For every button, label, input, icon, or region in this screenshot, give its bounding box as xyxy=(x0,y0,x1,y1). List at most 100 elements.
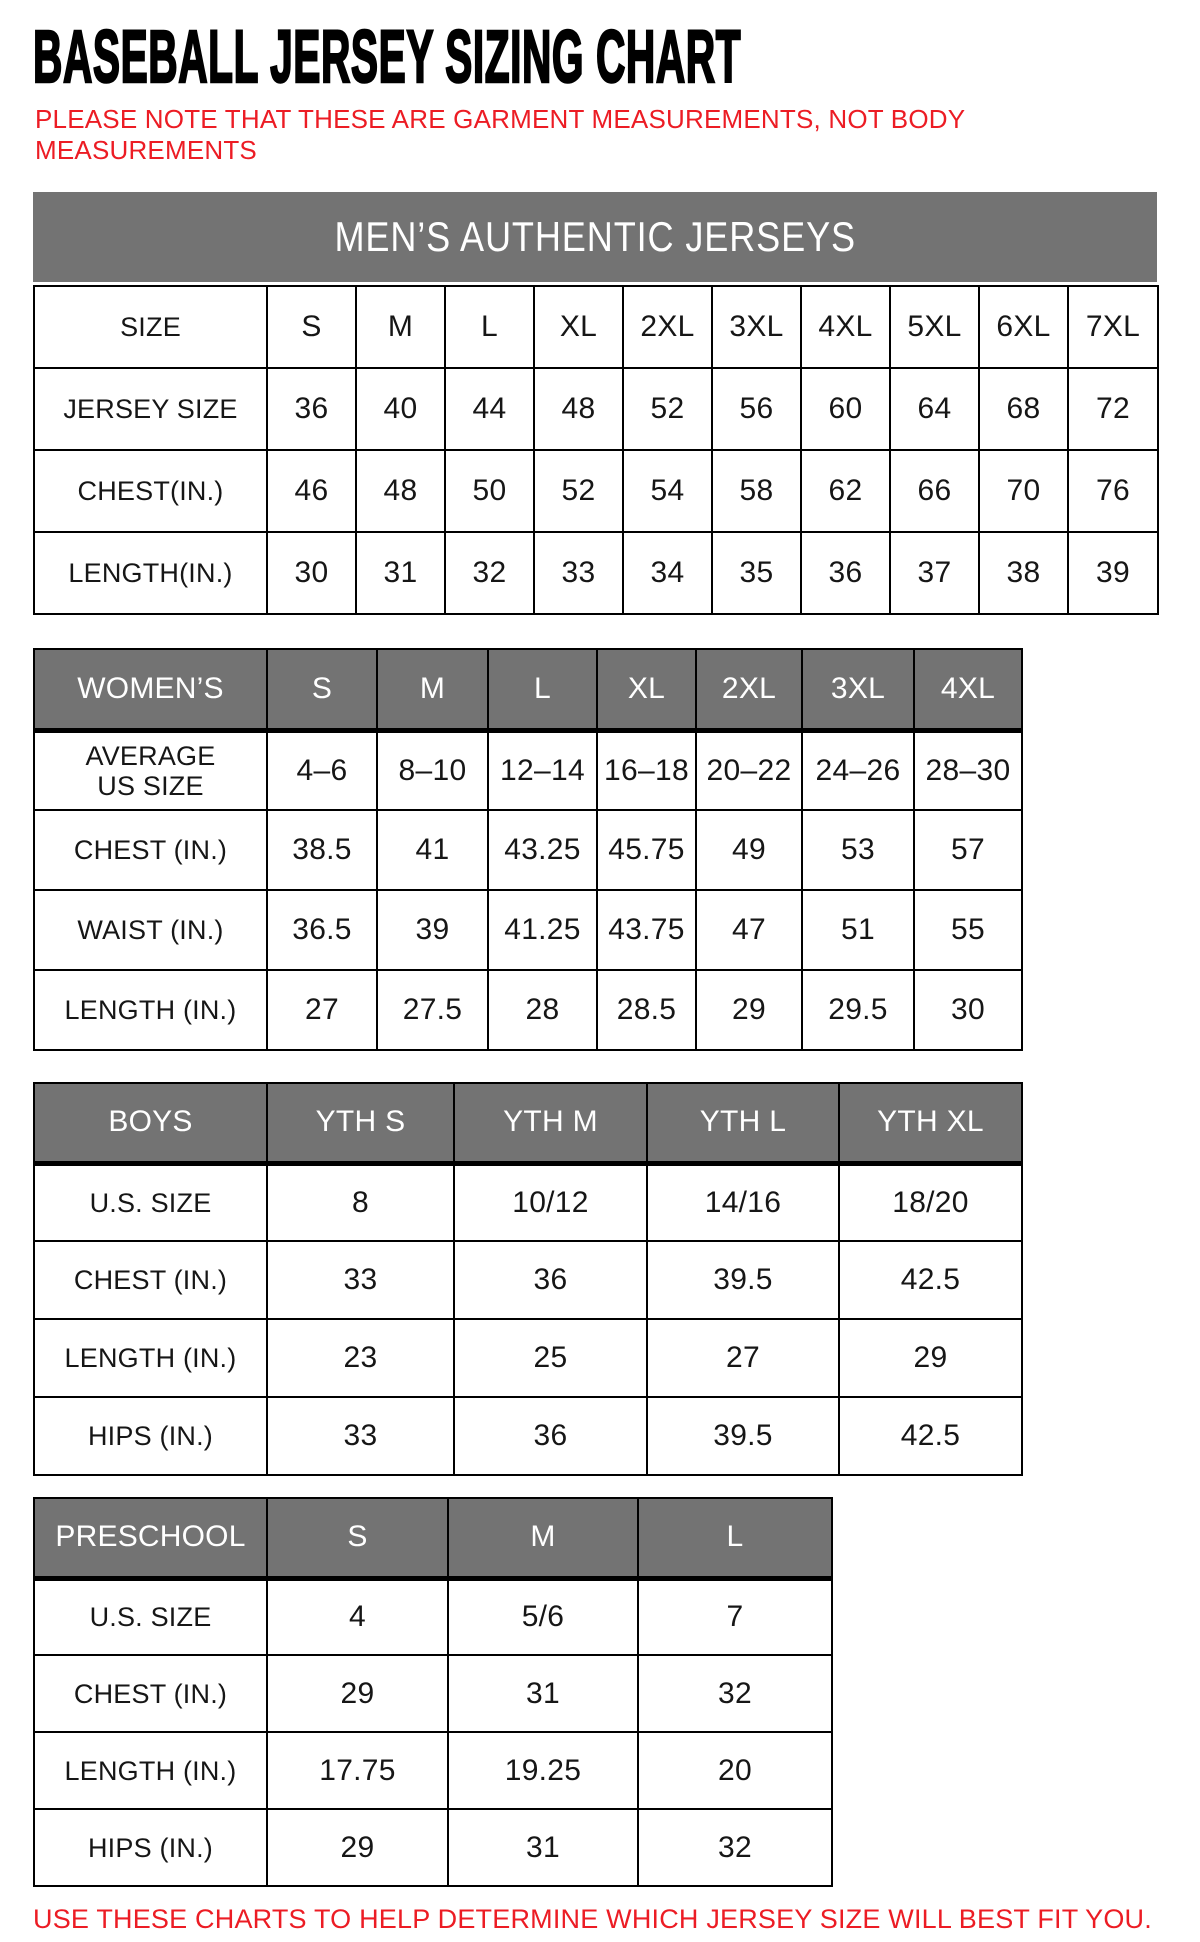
header-label-cell: BOYS xyxy=(33,1082,268,1166)
data-cell: 32 xyxy=(444,531,535,615)
row-label-cell: WAIST (IN.) xyxy=(33,889,268,971)
data-row: LENGTH (IN.) 23 25 27 29 xyxy=(33,1318,1023,1398)
data-cell: 31 xyxy=(355,531,446,615)
header-row: PRESCHOOL S M L xyxy=(33,1497,833,1581)
data-cell: 8 xyxy=(266,1162,455,1242)
footer-note: USE THESE CHARTS TO HELP DETERMINE WHICH… xyxy=(33,1904,1152,1934)
data-row: LENGTH (IN.) 17.75 19.25 20 xyxy=(33,1731,833,1810)
data-cell: 31 xyxy=(447,1808,639,1887)
header-cell: 4XL xyxy=(913,648,1023,733)
garment-note-line2: MEASUREMENTS xyxy=(35,135,257,165)
data-cell: 29.5 xyxy=(801,969,915,1051)
boys-sizing-table-body: BOYS YTH S YTH M YTH L YTH XL U.S. SIZE 8 10/12… xyxy=(33,1082,1023,1476)
data-cell: 39 xyxy=(1067,531,1159,615)
header-cell: L xyxy=(444,285,535,369)
data-cell: 54 xyxy=(622,449,713,533)
data-row: CHEST(IN.) 46 48 50 52 54 58 62 66 70 76 xyxy=(33,449,1159,533)
header-label-cell: WOMEN’S xyxy=(33,648,268,733)
data-cell: 29 xyxy=(266,1654,449,1733)
header-cell: 6XL xyxy=(978,285,1069,369)
data-cell: 20 xyxy=(637,1731,833,1810)
header-cell: YTH S xyxy=(266,1082,455,1166)
row-label-cell: U.S. SIZE xyxy=(33,1162,268,1242)
data-row: CHEST (IN.) 29 31 32 xyxy=(33,1654,833,1733)
data-cell: 25 xyxy=(453,1318,648,1398)
header-cell: 2XL xyxy=(622,285,713,369)
preschool-sizing-table-body: PRESCHOOL S M L U.S. SIZE 4 5/6 7 CHEST (IN.) 29 3… xyxy=(33,1497,833,1887)
row-label-cell: CHEST (IN.) xyxy=(33,809,268,891)
header-row: BOYS YTH S YTH M YTH L YTH XL xyxy=(33,1082,1023,1166)
data-cell: 4 xyxy=(266,1577,449,1656)
garment-note: PLEASE NOTE THAT THESE ARE GARMENT MEASU… xyxy=(35,104,1200,166)
header-cell: YTH L xyxy=(646,1082,840,1166)
data-row: HIPS (IN.) 29 31 32 xyxy=(33,1808,833,1887)
data-cell: 36 xyxy=(266,367,357,451)
data-cell: 48 xyxy=(355,449,446,533)
data-cell: 29 xyxy=(838,1318,1023,1398)
data-cell: 27.5 xyxy=(376,969,489,1051)
data-cell: 66 xyxy=(889,449,980,533)
data-cell: 76 xyxy=(1067,449,1159,533)
data-cell: 28 xyxy=(487,969,598,1051)
header-cell: YTH XL xyxy=(838,1082,1023,1166)
data-cell: 37 xyxy=(889,531,980,615)
page-title: BASEBALL JERSEY SIZING CHART xyxy=(32,15,1200,98)
header-cell: M xyxy=(447,1497,639,1581)
data-cell: 29 xyxy=(266,1808,449,1887)
header-cell: 4XL xyxy=(800,285,891,369)
data-row: U.S. SIZE 4 5/6 7 xyxy=(33,1577,833,1656)
header-cell: 3XL xyxy=(801,648,915,733)
row-label-cell: LENGTH (IN.) xyxy=(33,1731,268,1810)
preschool-sizing-table: PRESCHOOL S M L U.S. SIZE 4 5/6 7 CHEST (IN.) 29 3… xyxy=(33,1497,833,1887)
data-cell: 7 xyxy=(637,1577,833,1656)
data-cell: 36.5 xyxy=(266,889,378,971)
row-label-cell: AVERAGE US SIZE xyxy=(33,729,268,811)
data-cell: 49 xyxy=(695,809,803,891)
data-cell: 70 xyxy=(978,449,1069,533)
data-cell: 18/20 xyxy=(838,1162,1023,1242)
data-cell: 51 xyxy=(801,889,915,971)
row-label-cell: HIPS (IN.) xyxy=(33,1396,268,1476)
data-row: JERSEY SIZE 36 40 44 48 52 56 60 64 68 72 xyxy=(33,367,1159,451)
row-label-cell: CHEST(IN.) xyxy=(33,449,268,533)
data-cell: 12–14 xyxy=(487,729,598,811)
data-cell: 48 xyxy=(533,367,624,451)
data-cell: 20–22 xyxy=(695,729,803,811)
page-title-text: BASEBALL JERSEY SIZING CHART xyxy=(32,15,742,98)
data-cell: 43.25 xyxy=(487,809,598,891)
data-row: CHEST (IN.) 38.5 41 43.25 45.75 49 53 57 xyxy=(33,809,1023,891)
mens-sizing-table: SIZE S M L XL 2XL 3XL 4XL 5XL 6XL 7XL JERSEY SIZE 36… xyxy=(33,285,1159,615)
header-cell: XL xyxy=(596,648,697,733)
data-cell: 36 xyxy=(800,531,891,615)
data-cell: 50 xyxy=(444,449,535,533)
data-cell: 33 xyxy=(266,1396,455,1476)
data-cell: 43.75 xyxy=(596,889,697,971)
data-cell: 10/12 xyxy=(453,1162,648,1242)
data-cell: 53 xyxy=(801,809,915,891)
header-cell: 7XL xyxy=(1067,285,1159,369)
data-cell: 45.75 xyxy=(596,809,697,891)
garment-note-line1: PLEASE NOTE THAT THESE ARE GARMENT MEASU… xyxy=(35,104,966,134)
data-cell: 55 xyxy=(913,889,1023,971)
mens-banner: MEN’S AUTHENTIC JERSEYS xyxy=(33,192,1157,282)
row-label-cell: LENGTH (IN.) xyxy=(33,1318,268,1398)
data-cell: 58 xyxy=(711,449,802,533)
row-label-cell: U.S. SIZE xyxy=(33,1577,268,1656)
data-cell: 72 xyxy=(1067,367,1159,451)
data-row: U.S. SIZE 8 10/12 14/16 18/20 xyxy=(33,1162,1023,1242)
womens-sizing-table-body: WOMEN’S S M L XL 2XL 3XL 4XL AVERAGE US SIZE 4–6 8… xyxy=(33,648,1023,1051)
data-cell: 42.5 xyxy=(838,1396,1023,1476)
header-cell: 3XL xyxy=(711,285,802,369)
data-cell: 5/6 xyxy=(447,1577,639,1656)
header-cell: XL xyxy=(533,285,624,369)
data-cell: 36 xyxy=(453,1240,648,1320)
data-cell: 38 xyxy=(978,531,1069,615)
data-cell: 60 xyxy=(800,367,891,451)
data-row: LENGTH(IN.) 30 31 32 33 34 35 36 37 38 39 xyxy=(33,531,1159,615)
data-cell: 56 xyxy=(711,367,802,451)
data-cell: 42.5 xyxy=(838,1240,1023,1320)
data-cell: 36 xyxy=(453,1396,648,1476)
data-cell: 35 xyxy=(711,531,802,615)
data-cell: 32 xyxy=(637,1654,833,1733)
header-cell: M xyxy=(376,648,489,733)
